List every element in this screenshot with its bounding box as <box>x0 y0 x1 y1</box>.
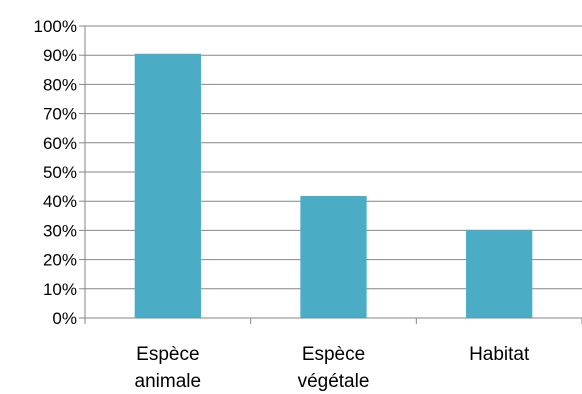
bar <box>466 229 533 318</box>
y-tick-label: 60% <box>43 134 77 153</box>
bar <box>134 53 201 319</box>
y-tick-label: 40% <box>43 192 77 211</box>
category-labels: Espèce animale Espèce végétale Habitat <box>135 344 530 392</box>
y-tick-label: 100% <box>34 17 77 36</box>
y-tick-label: 10% <box>43 280 77 299</box>
category-label: Espèce <box>136 344 199 365</box>
category-label: végétale <box>298 371 370 392</box>
axes <box>84 26 582 319</box>
y-tick-label: 50% <box>43 163 77 182</box>
y-tick-label: 70% <box>43 105 77 124</box>
x-tick-marks <box>84 318 582 324</box>
y-tick-label: 20% <box>43 251 77 270</box>
category-label: Espèce <box>302 344 365 365</box>
category-label: animale <box>135 371 202 392</box>
y-tick-label: 80% <box>43 75 77 94</box>
bar <box>300 195 367 318</box>
category-label: Habitat <box>469 344 530 365</box>
y-tick-labels: 0% 10% 20% 30% 40% 50% 60% 70% 80% 90% 100% <box>34 17 77 328</box>
y-tick-label: 30% <box>43 221 77 240</box>
bars <box>134 53 533 319</box>
y-tick-label: 0% <box>52 309 77 328</box>
y-tick-label: 90% <box>43 46 77 65</box>
